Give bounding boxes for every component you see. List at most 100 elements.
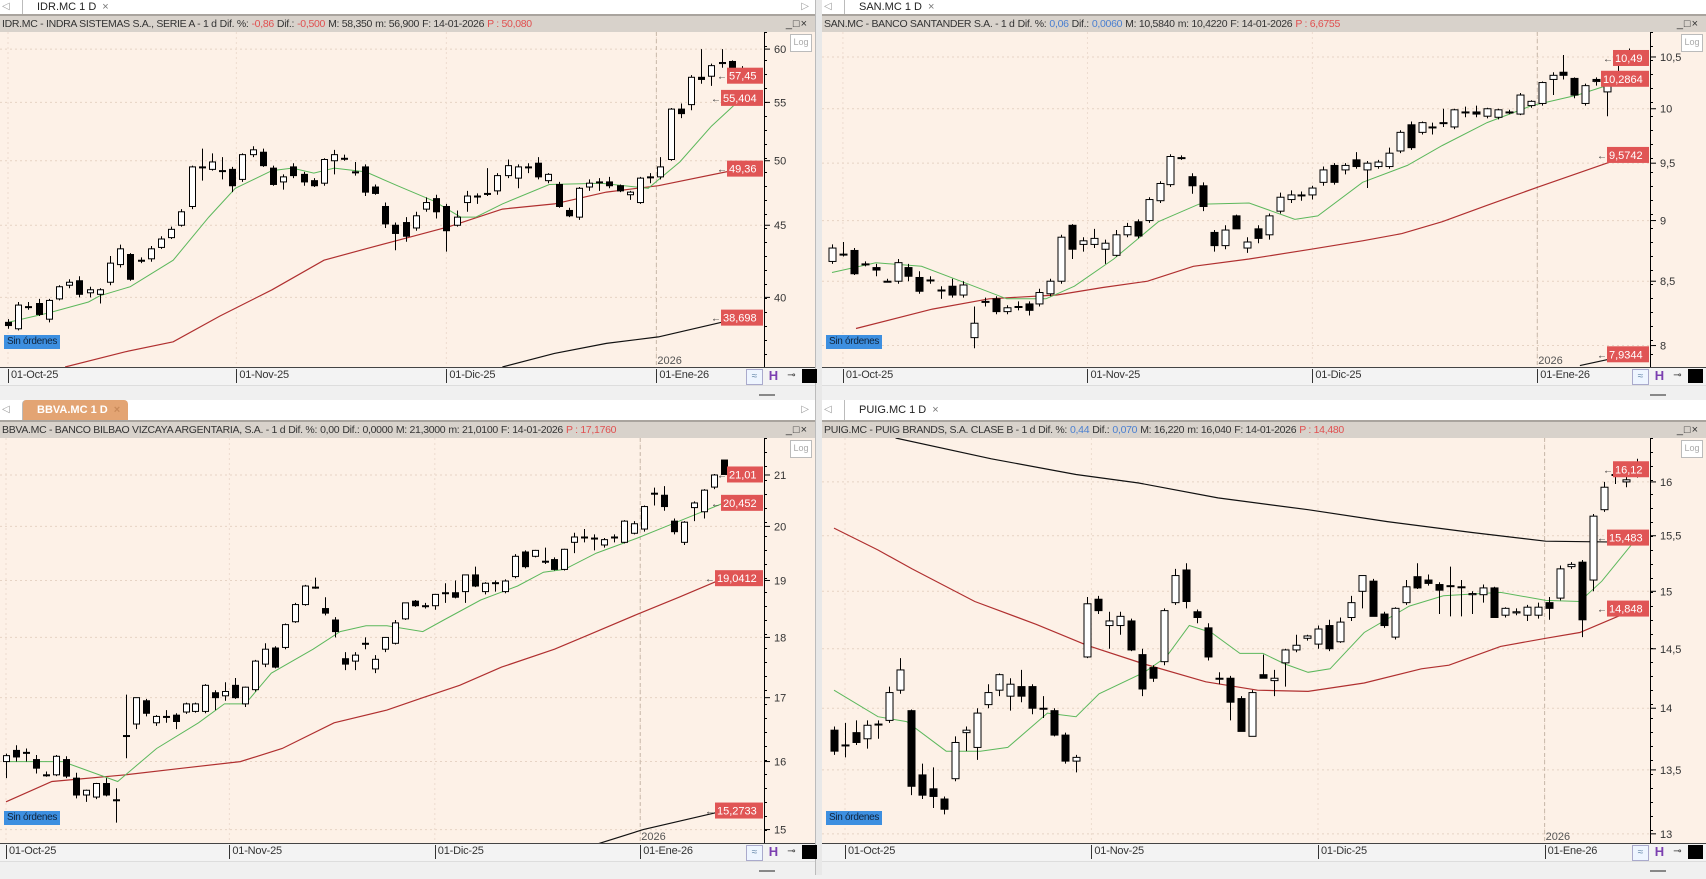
candle-body-up	[542, 560, 549, 563]
indicator-wave-icon[interactable]: ≈	[746, 369, 763, 385]
save-icon[interactable]: H	[1654, 368, 1665, 383]
pin-icon[interactable]: ⊸	[787, 370, 796, 381]
tab-close-icon[interactable]: ×	[927, 1, 935, 13]
candle-body-up	[681, 521, 688, 543]
candle-body-down	[1094, 598, 1103, 612]
minimize-handle[interactable]	[759, 870, 775, 872]
candle	[1490, 586, 1499, 618]
price-chart[interactable]: 2026 10,5 10 9,5 9 8,5 8 ← 10,49 ← 10,2864 ← 9,5742 ←…	[822, 32, 1706, 367]
candle	[1287, 190, 1296, 204]
window-controls[interactable]: _□×	[785, 18, 808, 30]
minimize-handle[interactable]	[759, 394, 775, 396]
save-icon[interactable]: H	[768, 844, 779, 859]
price-chart[interactable]: 2026 16 15,5 15 14,5 14 13,5 13 ← 16,12 ← 15,483 ← 14…	[822, 438, 1706, 843]
date-axis[interactable]: 01-Oct-25 01-Nov-25 01-Dic-25 01-Ene-26 ≈ H ⊸	[822, 367, 1706, 386]
log-scale-button[interactable]: Log	[790, 34, 812, 52]
candle	[1534, 602, 1543, 619]
save-icon[interactable]: H	[768, 368, 779, 383]
color-square-icon[interactable]	[802, 369, 817, 383]
window-controls[interactable]: _□×	[1676, 18, 1699, 30]
candle	[321, 158, 328, 186]
log-scale-button[interactable]: Log	[1681, 440, 1703, 458]
tab-scroll-left-icon[interactable]: ◁	[824, 404, 832, 415]
tab-close-icon[interactable]: ×	[102, 1, 109, 13]
tab-san[interactable]: SAN.MC 1 D ×	[844, 0, 942, 14]
tab-puig[interactable]: PUIG.MC 1 D ×	[844, 400, 947, 420]
price-chart[interactable]: 2026 21 20 19 18 17 16 15 ← 21,01 ← 20,452 ← 19,0412 ←…	[0, 438, 815, 843]
pin-icon[interactable]: ⊸	[1673, 370, 1682, 381]
candle-body-up	[1079, 240, 1088, 245]
tab-bbva[interactable]: BBVA.MC 1 D ×	[22, 400, 129, 420]
log-scale-button[interactable]: Log	[1681, 34, 1703, 52]
candle-body-up	[1046, 280, 1055, 295]
candle	[863, 720, 872, 749]
price-axis[interactable]: 10,5 10 9,5 9 8,5 8	[1650, 32, 1706, 367]
candle-body-down	[522, 551, 529, 568]
pin-icon[interactable]: ⊸	[1673, 846, 1682, 857]
dif-value: 0,070	[1112, 424, 1138, 436]
axis-tick-label: 8	[1660, 341, 1666, 353]
tab-scroll-right-icon[interactable]: ▷	[801, 1, 809, 12]
date-tick-label: 01-Nov-25	[229, 845, 282, 859]
p-value: P : 14,480	[1299, 424, 1344, 436]
pin-icon[interactable]: ⊸	[787, 846, 796, 857]
log-scale-button[interactable]: Log	[790, 440, 812, 458]
candle-body-up	[641, 506, 648, 530]
candle	[940, 796, 949, 815]
candle-body-down	[36, 303, 43, 315]
candle-body-up	[331, 154, 338, 162]
tab-label: SAN.MC 1 D	[859, 1, 922, 13]
candle	[1512, 608, 1521, 616]
save-icon[interactable]: H	[1654, 844, 1665, 859]
color-square-icon[interactable]	[802, 845, 817, 859]
moving-average-slow	[895, 438, 1638, 543]
price-axis[interactable]: 60 55 50 45 40	[764, 32, 815, 367]
indicator-wave-icon[interactable]: ≈	[1632, 369, 1649, 385]
indicator-wave-icon[interactable]: ≈	[1632, 845, 1649, 861]
candle	[87, 286, 94, 298]
candle-body-up	[708, 65, 715, 77]
price-label-value: 21,01	[729, 469, 757, 481]
tab-label: PUIG.MC 1 D	[859, 404, 927, 416]
candle	[422, 602, 429, 609]
window-controls[interactable]: _□×	[785, 424, 808, 436]
tab-row: ◁ IDR.MC 1 D × ▷	[0, 0, 815, 15]
candle	[494, 173, 501, 195]
dif-pct-value: 0,06	[1049, 18, 1069, 30]
candle	[904, 263, 913, 282]
tab-idr[interactable]: IDR.MC 1 D ×	[22, 0, 117, 14]
window-controls[interactable]: _□×	[1676, 424, 1699, 436]
minimize-handle[interactable]	[1650, 394, 1666, 396]
price-axis[interactable]: 16 15,5 15 14,5 14 13,5 13	[1650, 438, 1706, 843]
price-chart[interactable]: 2026 60 55 50 45 40 ← 57,45 ← 55,404 ← 49,36 ← 38,698…	[0, 32, 815, 367]
color-square-icon[interactable]	[1688, 845, 1703, 859]
tab-scroll-left-icon[interactable]: ◁	[2, 404, 10, 415]
tab-close-icon[interactable]: ×	[932, 404, 939, 416]
date-axis[interactable]: 01-Oct-25 01-Nov-25 01-Dic-25 01-Ene-26 ≈ H ⊸	[0, 367, 817, 386]
candle-body-up	[1428, 126, 1437, 129]
indicator-wave-icon[interactable]: ≈	[746, 845, 763, 861]
candle-body-down	[332, 619, 339, 633]
candle-body-up	[571, 536, 578, 543]
candle-body-up	[1003, 307, 1012, 313]
color-square-icon[interactable]	[1688, 369, 1703, 383]
tab-scroll-right-icon[interactable]: ▷	[801, 404, 809, 415]
price-axis[interactable]: 21 20 19 18 17 16 15	[764, 438, 815, 843]
candle	[15, 301, 22, 331]
candle-body-down	[1237, 698, 1246, 732]
date-axis[interactable]: 01-Oct-25 01-Nov-25 01-Dic-25 01-Ene-26 ≈ H ⊸	[0, 843, 817, 862]
tab-scroll-left-icon[interactable]: ◁	[824, 1, 832, 12]
candle	[1589, 513, 1598, 592]
tab-close-icon[interactable]: ×	[113, 404, 121, 416]
panel-footer	[822, 861, 1706, 879]
price-arrow-icon: ←	[711, 94, 721, 105]
minimize-handle[interactable]	[1650, 870, 1666, 872]
date-axis[interactable]: 01-Oct-25 01-Nov-25 01-Dic-25 01-Ene-26 ≈ H ⊸	[822, 843, 1706, 862]
tab-scroll-left-icon[interactable]: ◁	[2, 1, 10, 12]
candle-body-up	[382, 636, 389, 650]
candle-body-down	[830, 729, 839, 752]
